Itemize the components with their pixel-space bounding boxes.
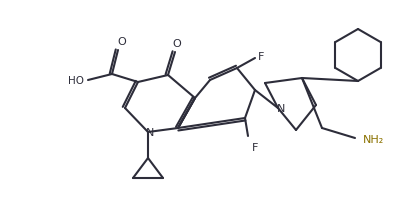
Text: F: F	[252, 143, 258, 153]
Text: O: O	[118, 37, 127, 47]
Text: HO: HO	[68, 76, 84, 86]
Text: F: F	[258, 52, 264, 62]
Text: N: N	[277, 104, 285, 114]
Text: O: O	[173, 39, 181, 49]
Text: NH₂: NH₂	[362, 135, 384, 145]
Text: N: N	[146, 128, 154, 138]
